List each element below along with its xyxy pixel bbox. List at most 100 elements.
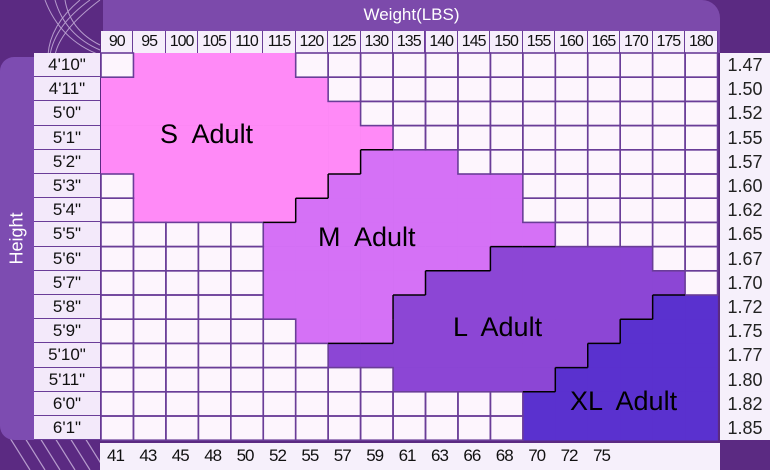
empty-cell: [685, 101, 718, 126]
empty-cell: [587, 101, 621, 126]
height-m-label: 1.67: [720, 246, 770, 271]
size-cell-xl: [685, 295, 718, 320]
empty-cell: [101, 198, 134, 223]
empty-cell: [620, 174, 653, 199]
empty-cell: [652, 77, 686, 102]
size-cell-xl: [620, 391, 653, 417]
empty-cell: [328, 367, 361, 393]
size-cell-xl: [555, 367, 589, 393]
size-cell-s: [360, 125, 394, 151]
empty-cell: [328, 391, 361, 417]
empty-cell: [685, 149, 718, 175]
size-cell-m: [295, 246, 329, 272]
size-cell-m: [295, 198, 329, 223]
weight-lbs-label: 120: [295, 31, 329, 53]
size-cell-l: [490, 343, 524, 368]
size-cell-s: [133, 77, 167, 102]
size-cell-xl: [587, 343, 621, 368]
size-cell-s: [328, 101, 361, 126]
size-cell-s: [165, 198, 199, 223]
empty-cell: [652, 53, 686, 78]
empty-cell: [328, 53, 361, 78]
size-cell-s: [198, 53, 232, 78]
size-cell-m: [360, 222, 394, 247]
empty-cell: [230, 391, 264, 417]
weight-lbs-label: 140: [425, 31, 458, 53]
empty-cell: [230, 416, 264, 441]
weight-lbs-label: 180: [685, 31, 718, 53]
size-label-m: M Adult: [318, 222, 416, 252]
empty-cell: [587, 53, 621, 78]
weight-lbs-label: 145: [457, 31, 491, 53]
size-cell-xl: [652, 391, 686, 417]
size-cell-s: [230, 53, 264, 78]
empty-cell: [425, 101, 459, 126]
size-label-s: S Adult: [160, 119, 254, 149]
size-cell-m: [393, 149, 426, 175]
height-m-label: 1.70: [720, 270, 770, 295]
empty-cell: [230, 319, 264, 344]
size-cell-xl: [620, 319, 653, 344]
empty-cell: [133, 295, 167, 320]
empty-cell: [198, 343, 232, 368]
height-m-label: 1.62: [720, 198, 770, 223]
empty-cell: [555, 125, 589, 151]
empty-cell: [133, 416, 167, 441]
empty-cell: [165, 295, 199, 320]
empty-cell: [393, 391, 426, 417]
size-cell-m: [393, 270, 426, 296]
empty-cell: [522, 149, 556, 175]
size-cell-s: [133, 149, 167, 175]
size-cell-m: [328, 174, 361, 199]
size-cell-s: [198, 125, 232, 151]
empty-cell: [165, 391, 199, 417]
size-cell-m: [263, 295, 296, 320]
weight-kg-label: 48: [204, 446, 222, 465]
size-cell-m: [328, 319, 361, 344]
empty-cell: [230, 246, 264, 272]
size-cell-l: [555, 270, 589, 296]
size-cell-l: [522, 270, 556, 296]
size-cell-s: [230, 77, 264, 102]
height-ft-label: 5'5": [34, 222, 100, 247]
size-cell-xl: [522, 391, 556, 417]
weight-kg-label: 66: [463, 446, 481, 465]
size-cell-l: [522, 319, 556, 344]
size-cell-l: [555, 319, 589, 344]
empty-cell: [165, 343, 199, 368]
size-cell-l: [425, 367, 459, 393]
empty-cell: [328, 77, 361, 102]
height-ft-label: 5'1": [34, 125, 100, 150]
size-cell-l: [587, 246, 621, 272]
weight-lbs-label: 170: [620, 31, 653, 53]
empty-cell: [425, 416, 459, 441]
size-cell-xl: [555, 391, 589, 417]
size-cell-s: [198, 149, 232, 175]
size-cell-xl: [620, 343, 653, 368]
size-cell-l: [393, 295, 426, 320]
height-ft-label: 6'0": [34, 391, 100, 416]
empty-cell: [457, 77, 491, 102]
height-m-label: 1.80: [720, 367, 770, 392]
height-m-label: 1.72: [720, 295, 770, 320]
empty-cell: [490, 125, 524, 151]
weight-lbs-label: 105: [198, 31, 231, 53]
weight-kg-label: 43: [139, 446, 157, 465]
size-cell-l: [587, 295, 621, 320]
weight-lbs-label: 165: [587, 31, 621, 53]
size-cell-s: [165, 53, 199, 78]
empty-cell: [165, 319, 199, 344]
size-cell-xl: [652, 367, 686, 393]
empty-cell: [555, 198, 589, 223]
size-cell-xl: [685, 319, 718, 344]
height-m-label: 1.82: [720, 391, 770, 416]
empty-cell: [620, 77, 653, 102]
empty-cell: [490, 101, 524, 126]
size-cell-s: [263, 149, 296, 175]
empty-cell: [165, 367, 199, 393]
size-cell-xl: [587, 391, 621, 417]
size-cell-s: [263, 77, 296, 102]
empty-cell: [393, 77, 426, 102]
decorative-swirl: [44, 0, 101, 56]
